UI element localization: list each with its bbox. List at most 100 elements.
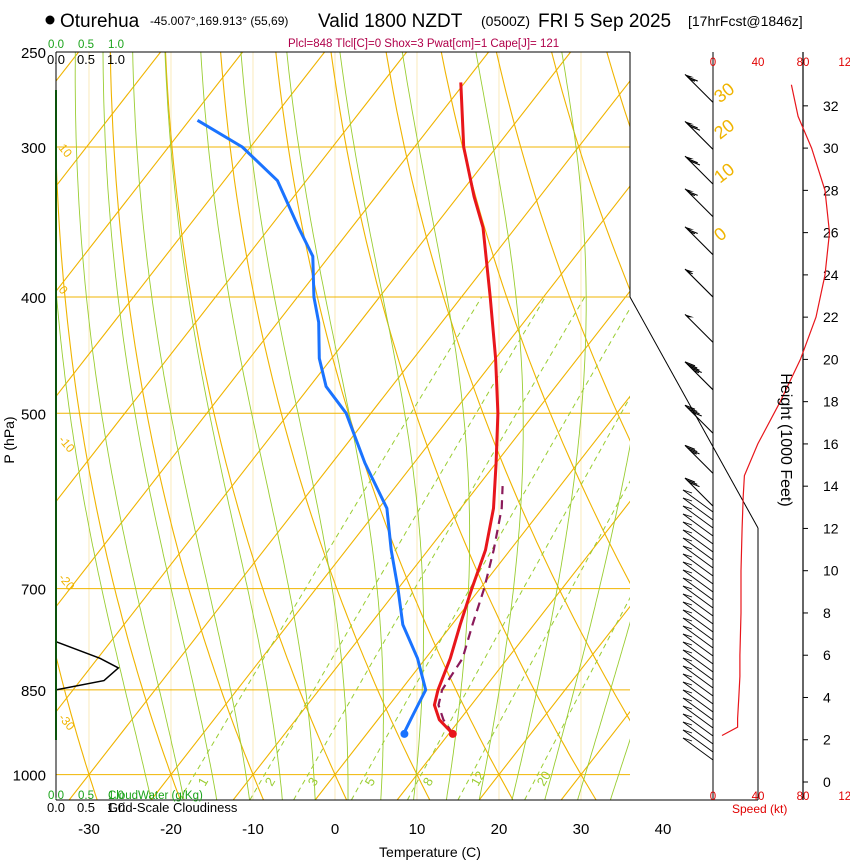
speed-bottom-tick: 0 (710, 791, 716, 803)
pressure-tick-label: 850 (21, 683, 46, 700)
temperature-tick-label: -20 (160, 821, 182, 838)
location-name: Oturehua (60, 11, 140, 32)
moist-adiabat-line (102, 52, 218, 800)
mixing-ratio-label: 1 (195, 775, 212, 789)
wind-barb-staff (682, 721, 714, 745)
pressure-tick-label: 1000 (13, 768, 46, 785)
wind-barb-feather (682, 633, 693, 638)
cloudwater-bottom-tick: 0.0 (48, 790, 64, 802)
dry-adiabat-line (662, 52, 850, 800)
mixing-ratio-line (350, 307, 630, 800)
dry-adiabat-label: -10 (56, 433, 78, 456)
wind-barb (684, 155, 714, 185)
moist-adiabat-line (401, 52, 471, 800)
wind-barb-feather (682, 713, 693, 718)
height-tick-label: 10 (823, 563, 839, 579)
wind-barb-feather (682, 601, 693, 606)
wind-barb-staff (682, 617, 714, 641)
wind-barb-feather (682, 585, 693, 590)
cloudiness-bottom-tick: 0.5 (77, 800, 95, 815)
wind-barb-feather (682, 617, 693, 622)
dewpoint-line (196, 119, 428, 735)
wind-barb-staff (682, 553, 714, 577)
temperature-tick-label: 0 (331, 821, 339, 838)
dry-adiabat-line (56, 654, 98, 800)
wind-barb-feather (682, 513, 693, 518)
wind-barb (684, 404, 714, 434)
wind-barb-staff (682, 729, 714, 753)
speed-bottom-tick: 40 (752, 791, 765, 803)
mixing-ratio-line (179, 296, 483, 800)
wind-barb-staff (682, 497, 714, 521)
mixing-ratio-line (524, 596, 630, 800)
height-tick-label: 24 (823, 267, 839, 283)
height-tick-label: 26 (823, 225, 839, 241)
x-axis-label: Temperature (C) (379, 844, 481, 860)
mixing-ratio-label: 12 (468, 768, 488, 788)
wind-speed-line (721, 84, 831, 737)
cloudiness-top-tick: 0.5 (77, 52, 95, 67)
speed-top-tick: 40 (752, 57, 765, 69)
wind-barb (684, 268, 714, 298)
wind-barb-staff (682, 625, 714, 649)
temperature-tick-label: 30 (573, 821, 590, 838)
wind-barb (684, 444, 714, 474)
moist-adiabat-line (286, 52, 384, 800)
wind-barb-feather (682, 569, 693, 574)
wind-barb-feather (682, 729, 693, 734)
temperature-tick-label: -30 (78, 821, 100, 838)
wind-barb-feather (682, 665, 693, 670)
wind-barb-feather (682, 625, 693, 630)
wind-barb-staff (682, 529, 714, 553)
utc-time: (0500Z) (481, 13, 530, 29)
moist-adiabat-line (164, 52, 283, 800)
moist-adiabat-line (200, 52, 316, 800)
wind-barb-staff (682, 601, 714, 625)
height-tick-label: 20 (823, 351, 839, 367)
speed-top-tick: 0 (710, 57, 716, 69)
height-tick-label: 0 (823, 774, 831, 790)
wind-barb-feather (682, 673, 693, 678)
dry-adiabat-line (275, 52, 514, 800)
pressure-tick-label: 700 (21, 582, 46, 599)
cloudiness-bottom-tick: 0.0 (47, 800, 65, 815)
height-tick-label: 22 (823, 309, 839, 325)
wind-barb-feather (682, 497, 693, 502)
moist-adiabat-line (475, 52, 524, 800)
cloudwater-top-tick: 0.0 (48, 39, 64, 51)
isotherm-line (643, 52, 850, 800)
wind-barb-feather (682, 577, 693, 582)
dry-adiabat-line (164, 52, 348, 800)
moist-adiabat-line (544, 443, 630, 800)
height-tick-label: 30 (823, 140, 839, 156)
valid-time: Valid 1800 NZDT (318, 11, 463, 32)
dry-adiabat-line (56, 131, 181, 800)
wind-barb-feather (682, 505, 693, 510)
speed-axis-label: Speed (kt) (732, 802, 787, 816)
dry-adiabat-line (551, 52, 630, 292)
isotherm-line (478, 605, 630, 800)
wind-barb-feather (682, 681, 693, 686)
dry-adiabat-line (440, 52, 630, 585)
mixing-ratio-label: 2 (262, 775, 279, 789)
dry-adiabat-line (330, 52, 597, 800)
pressure-tick-label: 300 (21, 140, 46, 157)
dry-adiabat-line (495, 52, 630, 442)
moist-adiabat-line (132, 52, 251, 800)
thermo-guide-lines (56, 52, 850, 800)
forecast-info: [17hrFcst@1846z] (688, 13, 803, 29)
isotherm-label: 30 (710, 79, 738, 107)
surface-temp-marker (448, 729, 457, 738)
isotherm-line (150, 185, 630, 800)
mixing-ratio-label: 5 (362, 775, 379, 789)
wind-barb-feather (682, 529, 693, 534)
cloudiness-bottom-tick: 1.0 (107, 800, 125, 815)
axes-frame (55, 51, 759, 801)
dry-adiabat-label: -20 (56, 571, 78, 594)
height-tick-label: 32 (823, 98, 839, 114)
wind-barb-feather (682, 657, 693, 662)
wind-barb-feather (682, 545, 693, 550)
cloudiness-top-tick: 1.0 (107, 52, 125, 67)
wind-barb-staff (682, 713, 714, 737)
isotherm-line (56, 52, 490, 608)
